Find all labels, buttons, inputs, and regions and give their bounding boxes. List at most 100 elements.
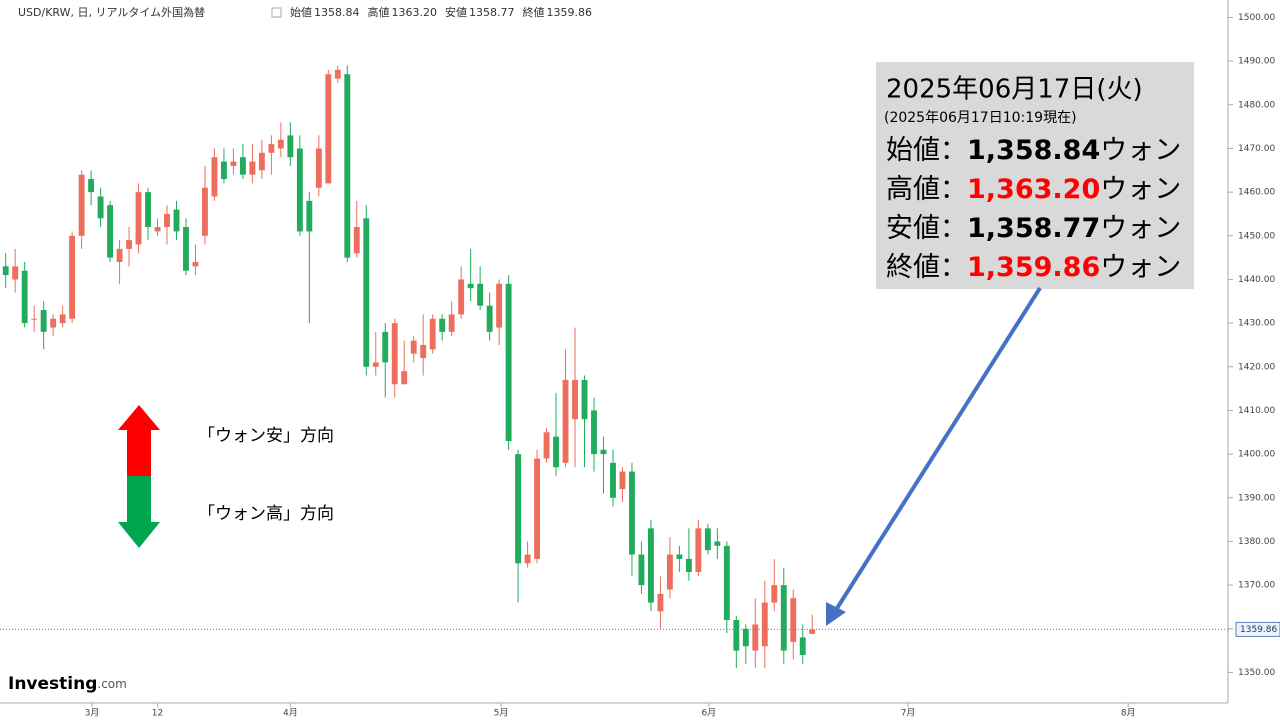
y-tick-label: 1350.00 — [1238, 668, 1275, 678]
info-row-unit: ウォン — [1100, 135, 1181, 166]
candle-body — [59, 314, 66, 324]
candle-body — [553, 436, 559, 468]
candle-body — [515, 454, 522, 564]
direction-down-label: 「ウォン高」方向 — [198, 504, 334, 524]
y-tick-label: 1370.00 — [1238, 581, 1275, 591]
info-row: 終値：1,359.86ウォン — [886, 252, 1181, 283]
candle-body — [325, 74, 332, 184]
candle-body — [752, 624, 759, 651]
candle-body — [202, 187, 208, 236]
candle-body — [344, 74, 351, 258]
candle-body — [239, 157, 246, 175]
last-price-box — [1235, 621, 1280, 637]
legend: USD/KRW, 日, リアルタイム外国為替 始値 1358.84 高値 1363.2… — [18, 5, 592, 19]
y-tick-label: 1470.00 — [1238, 144, 1275, 154]
candle-body — [97, 196, 104, 219]
candle-body — [40, 310, 47, 332]
candle-body — [657, 593, 664, 612]
plot: 1350.001360.001370.001380.001390.001400.… — [0, 13, 1280, 719]
candle-body — [505, 283, 512, 442]
y-tick-label: 1410.00 — [1238, 406, 1275, 416]
candle-body — [287, 135, 294, 158]
info-row-label: 終値： — [886, 252, 967, 283]
candle-body — [666, 554, 673, 590]
candle-body — [334, 69, 341, 79]
candle-body — [780, 585, 787, 651]
info-row: 安値：1,358.77ウォン — [886, 213, 1181, 244]
x-tick-label: 6月 — [701, 708, 716, 719]
candle-body — [211, 157, 218, 197]
last-price-label: 1359.86 — [1240, 625, 1277, 635]
info-row-label: 高値： — [886, 174, 967, 205]
candle-body — [401, 371, 408, 385]
candle-body — [790, 598, 797, 642]
candle-body — [704, 528, 711, 551]
candle-body — [562, 379, 569, 463]
candle-body — [676, 554, 683, 559]
legend-icon — [271, 7, 282, 18]
pointer-arrow — [832, 286, 1042, 615]
info-date: 2025年06月17日(火) — [886, 75, 1143, 105]
candle-body — [107, 205, 114, 258]
candle-body — [581, 379, 588, 420]
candle-body — [619, 471, 626, 490]
info-row-value: 1,363.20 — [967, 174, 1100, 205]
candle-body — [135, 192, 142, 245]
candle-body — [78, 174, 85, 236]
candle-body — [116, 248, 123, 262]
legend-value: 1358.77 — [469, 6, 515, 19]
candle-body — [647, 528, 654, 603]
direction-up-label: 「ウォン安」方向 — [198, 426, 334, 446]
info-row: 高値：1,363.20ウォン — [886, 174, 1181, 205]
candle-body — [629, 471, 635, 555]
info-row-value: 1,358.84 — [967, 135, 1100, 166]
candle-body — [353, 227, 360, 254]
direction-arrow: 「ウォン安」方向 「ウォン高」方向 — [118, 405, 334, 548]
candle-body — [164, 213, 170, 228]
logo: Investing.com — [8, 674, 127, 694]
x-tick-label: 4月 — [283, 708, 298, 719]
candle-body — [477, 283, 484, 306]
x-tick-label: 12 — [152, 709, 163, 719]
info-row-label: 始値： — [886, 135, 967, 166]
info-row-unit: ウォン — [1100, 174, 1181, 205]
candle-body — [2, 266, 9, 276]
candle-body — [420, 344, 427, 359]
legend-label: 安値 — [445, 5, 467, 19]
candle-body — [126, 240, 132, 249]
candle-body — [230, 161, 237, 166]
candle-body — [534, 458, 541, 559]
candle-body — [809, 629, 816, 634]
candle-body — [183, 227, 189, 271]
pointer-arrow-head — [826, 602, 846, 626]
candle-body — [685, 558, 692, 573]
candle-body — [486, 305, 493, 332]
candle-body — [382, 331, 389, 363]
candle-body — [572, 379, 578, 420]
candle-body — [277, 139, 284, 149]
candle-body — [391, 323, 398, 385]
candle-body — [21, 270, 28, 324]
candle-body — [410, 340, 417, 354]
y-tick-label: 1400.00 — [1238, 450, 1275, 460]
legend-label: 終値 — [523, 5, 545, 19]
x-tick-label: 7月 — [901, 708, 916, 719]
candle-body — [268, 144, 275, 153]
up-arrow-shaft — [127, 430, 151, 476]
info-row-label: 安値： — [886, 213, 967, 244]
candle-body — [363, 218, 370, 367]
logo-suffix: .com — [97, 677, 126, 691]
x-tick-label: 5月 — [494, 708, 509, 719]
info-asof: (2025年06月17日10:19現在) — [884, 110, 1077, 126]
candle-body — [220, 161, 227, 180]
y-tick-label: 1430.00 — [1238, 319, 1275, 329]
candle-body — [296, 148, 303, 232]
candle-body — [439, 318, 446, 332]
info-row-unit: ウォン — [1100, 213, 1181, 244]
candle-body — [467, 283, 474, 289]
candle-body — [761, 602, 768, 647]
candle-body — [524, 554, 531, 564]
candle-body — [88, 179, 95, 193]
